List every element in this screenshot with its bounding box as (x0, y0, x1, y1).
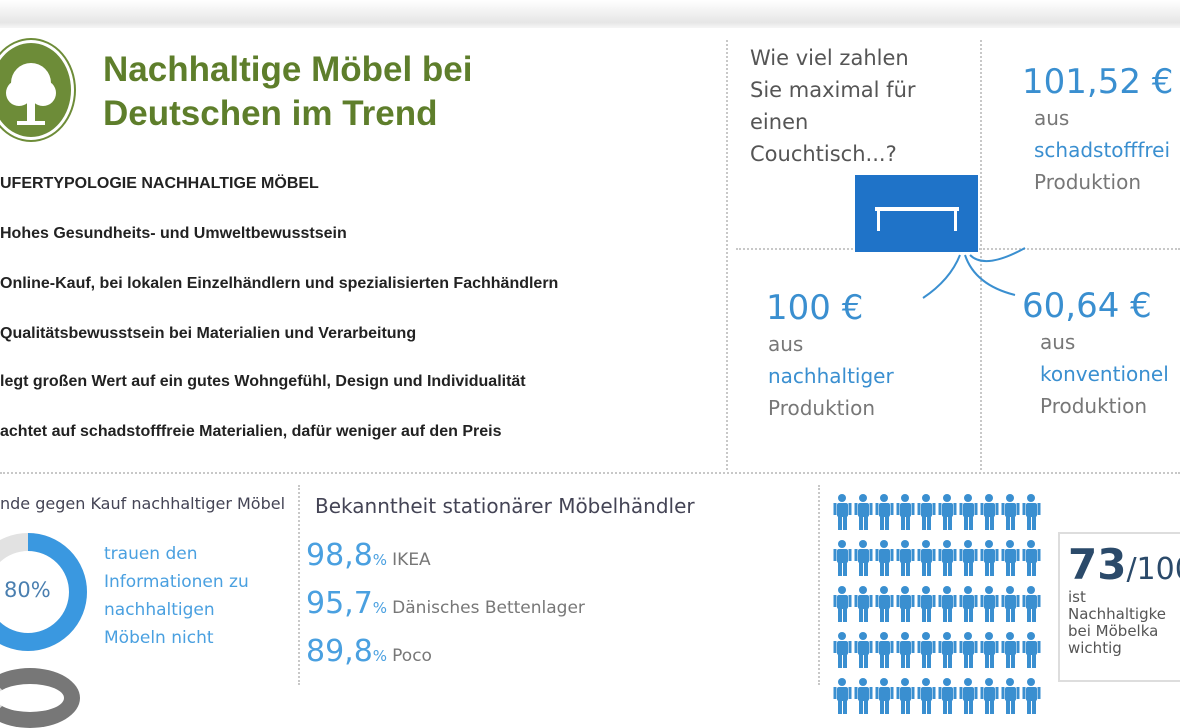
person-icon (917, 494, 936, 530)
price-nachhaltig: 100 € aus nachhaltiger Produktion (766, 288, 894, 420)
person-icon (917, 540, 936, 576)
typology-item: achtet auf schadstofffreie Materialien, … (0, 423, 502, 440)
person-icon (959, 586, 978, 622)
divider (726, 40, 728, 470)
people-grid (832, 492, 1047, 722)
divider (980, 40, 982, 470)
person-icon (896, 540, 915, 576)
person-icon (896, 494, 915, 530)
person-icon (980, 494, 999, 530)
person-icon (854, 586, 873, 622)
person-icon (833, 494, 852, 530)
person-icon (917, 632, 936, 668)
awareness-list: 98,8% IKEA 95,7% Dänisches Bettenlager 8… (306, 538, 585, 669)
person-icon (938, 540, 957, 576)
person-icon (980, 586, 999, 622)
reasons-heading: nde gegen Kauf nachhaltiger Möbel (0, 494, 286, 513)
reasons-text: trauen den Informationen zu nachhaltigen Mö… (104, 544, 249, 648)
arrows-icon (922, 247, 1026, 299)
person-icon (896, 678, 915, 714)
table-icon (855, 175, 978, 252)
person-icon (896, 632, 915, 668)
typology-item: Online-Kauf, bei lokalen Einzelhändlern … (0, 275, 559, 292)
person-icon (980, 632, 999, 668)
person-icon (833, 540, 852, 576)
person-icon (959, 632, 978, 668)
person-icon (1001, 586, 1020, 622)
person-icon (959, 540, 978, 576)
person-icon (1001, 540, 1020, 576)
person-icon (1001, 494, 1020, 530)
typology-heading: UFERTYPOLOGIE NACHHALTIGE MÖBEL (0, 175, 319, 192)
donut-percent: 80% (4, 578, 51, 602)
price-question: Wie viel zahlen Sie maximal für einen Couch… (750, 46, 916, 166)
person-icon (833, 678, 852, 714)
second-donut (0, 668, 80, 728)
donut-chart (0, 533, 87, 651)
person-icon (1022, 540, 1041, 576)
person-icon (1022, 494, 1041, 530)
person-icon (980, 678, 999, 714)
page-title: Nachhaltige Möbel bei Deutschen im Trend (103, 50, 473, 133)
person-icon (833, 632, 852, 668)
person-icon (1022, 586, 1041, 622)
person-icon (875, 586, 894, 622)
awareness-heading: Bekanntheit stationärer Möbelhändler (315, 494, 695, 518)
price-schadstofffrei: 101,52 € aus schadstofffrei Produktion (1022, 62, 1174, 194)
person-icon (938, 678, 957, 714)
divider (818, 485, 820, 685)
person-icon (875, 632, 894, 668)
person-icon (980, 540, 999, 576)
person-icon (854, 632, 873, 668)
typology-item: Qualitätsbewusstsein bei Materialien und… (0, 325, 417, 342)
typology-item: Hohes Gesundheits- und Umweltbewusstsein (0, 225, 347, 242)
person-icon (854, 494, 873, 530)
person-icon (854, 540, 873, 576)
price-konventionell: 60,64 € aus konventionel Produktion (1022, 286, 1169, 418)
person-icon (1022, 632, 1041, 668)
person-icon (917, 678, 936, 714)
person-icon (875, 540, 894, 576)
person-icon (854, 678, 873, 714)
person-icon (917, 586, 936, 622)
person-icon (875, 678, 894, 714)
person-icon (875, 494, 894, 530)
divider (298, 485, 300, 685)
person-icon (1001, 678, 1020, 714)
tree-icon (0, 40, 74, 140)
person-icon (1001, 632, 1020, 668)
typology-item: legt großen Wert auf ein gutes Wohngefüh… (0, 373, 526, 390)
person-icon (833, 586, 852, 622)
person-icon (938, 494, 957, 530)
divider (0, 472, 1180, 474)
person-icon (1022, 678, 1041, 714)
person-icon (959, 678, 978, 714)
person-icon (938, 632, 957, 668)
person-icon (896, 586, 915, 622)
top-shadow (0, 0, 1180, 28)
person-icon (938, 586, 957, 622)
person-icon (959, 494, 978, 530)
